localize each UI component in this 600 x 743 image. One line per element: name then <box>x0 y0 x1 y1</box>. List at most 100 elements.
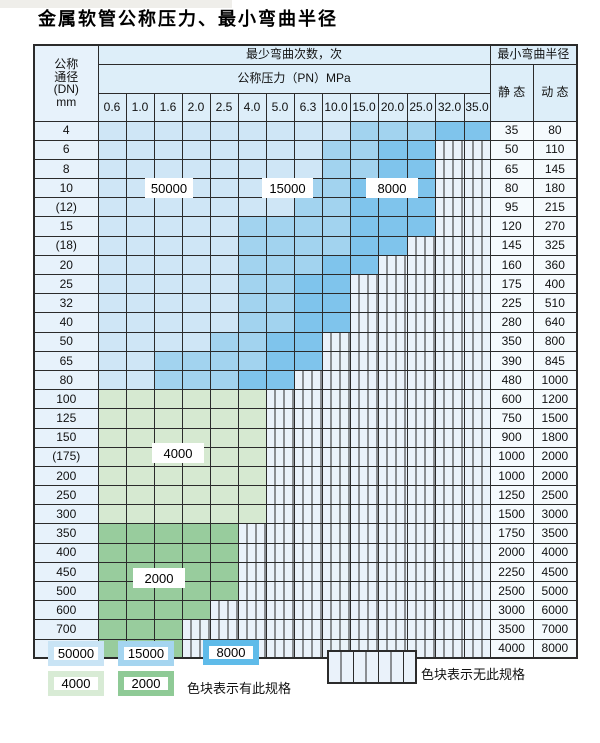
spec-cell <box>97 561 127 583</box>
dynamic-radius-cell: 2000 <box>532 465 578 487</box>
spec-cell <box>97 369 127 391</box>
dynamic-radius-cell: 5000 <box>532 580 578 602</box>
spec-cell <box>237 350 267 371</box>
table-row: 350 1750 3500 <box>33 523 578 544</box>
cycles-label-8000: 8000 <box>366 178 418 198</box>
spec-cell <box>209 293 239 314</box>
no-spec-cell <box>463 389 491 410</box>
spec-cell <box>237 312 267 333</box>
spec-cell <box>209 369 239 391</box>
spec-cell <box>209 197 239 218</box>
spec-cell <box>293 158 323 180</box>
dynamic-radius-cell: 2000 <box>532 446 578 467</box>
no-spec-cell <box>237 619 267 640</box>
no-spec-cell <box>463 504 491 525</box>
dynamic-radius-cell: 110 <box>532 139 578 160</box>
no-spec-cell <box>265 638 295 659</box>
spec-cell <box>97 465 127 487</box>
dn-cell: 65 <box>33 350 99 371</box>
spec-cell <box>349 235 379 256</box>
spec-cell <box>153 312 183 333</box>
spec-cell <box>209 350 239 371</box>
no-spec-cell <box>237 523 267 544</box>
spec-cell <box>181 350 211 371</box>
dynamic-radius-cell: 2500 <box>532 485 578 506</box>
no-spec-cell <box>434 542 465 563</box>
no-spec-cell <box>209 619 239 640</box>
spec-cell <box>125 485 155 506</box>
no-spec-cell <box>377 619 408 640</box>
spec-cell <box>349 216 379 237</box>
spec-cell <box>125 139 155 160</box>
static-radius-cell: 1250 <box>489 485 534 506</box>
spec-cell <box>181 120 211 141</box>
spec-cell <box>237 139 267 160</box>
dn-cell: 200 <box>33 465 99 487</box>
no-spec-cell <box>265 485 295 506</box>
no-spec-cell <box>377 273 408 295</box>
pressure-header: 公称压力（PN）MPa <box>97 63 491 94</box>
no-spec-cell <box>406 312 436 333</box>
no-spec-cell <box>434 523 465 544</box>
spec-cell <box>265 197 295 218</box>
no-spec-cell <box>377 446 408 467</box>
no-spec-cell <box>406 350 436 371</box>
spec-cell <box>209 254 239 276</box>
spec-cell <box>181 580 211 602</box>
spec-cell <box>97 254 127 276</box>
spec-cell <box>125 504 155 525</box>
spec-cell <box>97 619 127 640</box>
no-spec-cell <box>349 350 379 371</box>
static-radius-cell: 3500 <box>489 619 534 640</box>
no-spec-cell <box>434 254 465 276</box>
spec-cell <box>209 465 239 487</box>
no-spec-cell <box>377 389 408 410</box>
spec-cell <box>463 120 491 141</box>
spec-cell <box>97 120 127 141</box>
spec-cell <box>125 273 155 295</box>
spec-cell <box>153 465 183 487</box>
spec-cell <box>321 216 351 237</box>
spec-cell <box>406 158 436 180</box>
table-row: 80 480 1000 <box>33 369 578 391</box>
spec-cell <box>97 389 127 410</box>
dynamic-radius-cell: 215 <box>532 197 578 218</box>
spec-cell <box>125 331 155 352</box>
spec-cell <box>97 235 127 256</box>
no-spec-cell <box>265 389 295 410</box>
cycles-label-50000: 50000 <box>145 178 193 198</box>
cycles-label-2000: 2000 <box>133 568 185 588</box>
dn-cell: 40 <box>33 312 99 333</box>
no-spec-cell <box>463 197 491 218</box>
spec-cell <box>209 485 239 506</box>
no-spec-cell <box>377 408 408 429</box>
spec-cell <box>209 273 239 295</box>
spec-cell <box>125 254 155 276</box>
no-spec-cell <box>406 389 436 410</box>
spec-cell <box>265 293 295 314</box>
static-radius-cell: 225 <box>489 293 534 314</box>
no-spec-cell <box>434 216 465 237</box>
no-spec-cell <box>349 293 379 314</box>
table-row: 400 2000 4000 <box>33 542 578 563</box>
table-row: (12) 95 215 <box>33 197 578 218</box>
no-spec-cell <box>293 638 323 659</box>
no-spec-cell <box>406 273 436 295</box>
table-row: 250 1250 2500 <box>33 485 578 506</box>
spec-cell <box>181 139 211 160</box>
pressure-col-header: 2.5 <box>209 92 239 122</box>
static-radius-cell: 50 <box>489 139 534 160</box>
dynamic-radius-cell: 1000 <box>532 369 578 391</box>
spec-cell <box>237 197 267 218</box>
spec-cell <box>377 216 408 237</box>
table-row: 20 160 360 <box>33 254 578 276</box>
no-spec-cell <box>321 369 351 391</box>
pressure-col-header: 2.0 <box>181 92 211 122</box>
spec-cell <box>153 273 183 295</box>
static-radius-cell: 80 <box>489 178 534 199</box>
table-row: 300 1500 3000 <box>33 504 578 525</box>
spec-cell <box>321 293 351 314</box>
static-radius-cell: 390 <box>489 350 534 371</box>
spec-cell <box>265 139 295 160</box>
no-spec-cell <box>406 542 436 563</box>
